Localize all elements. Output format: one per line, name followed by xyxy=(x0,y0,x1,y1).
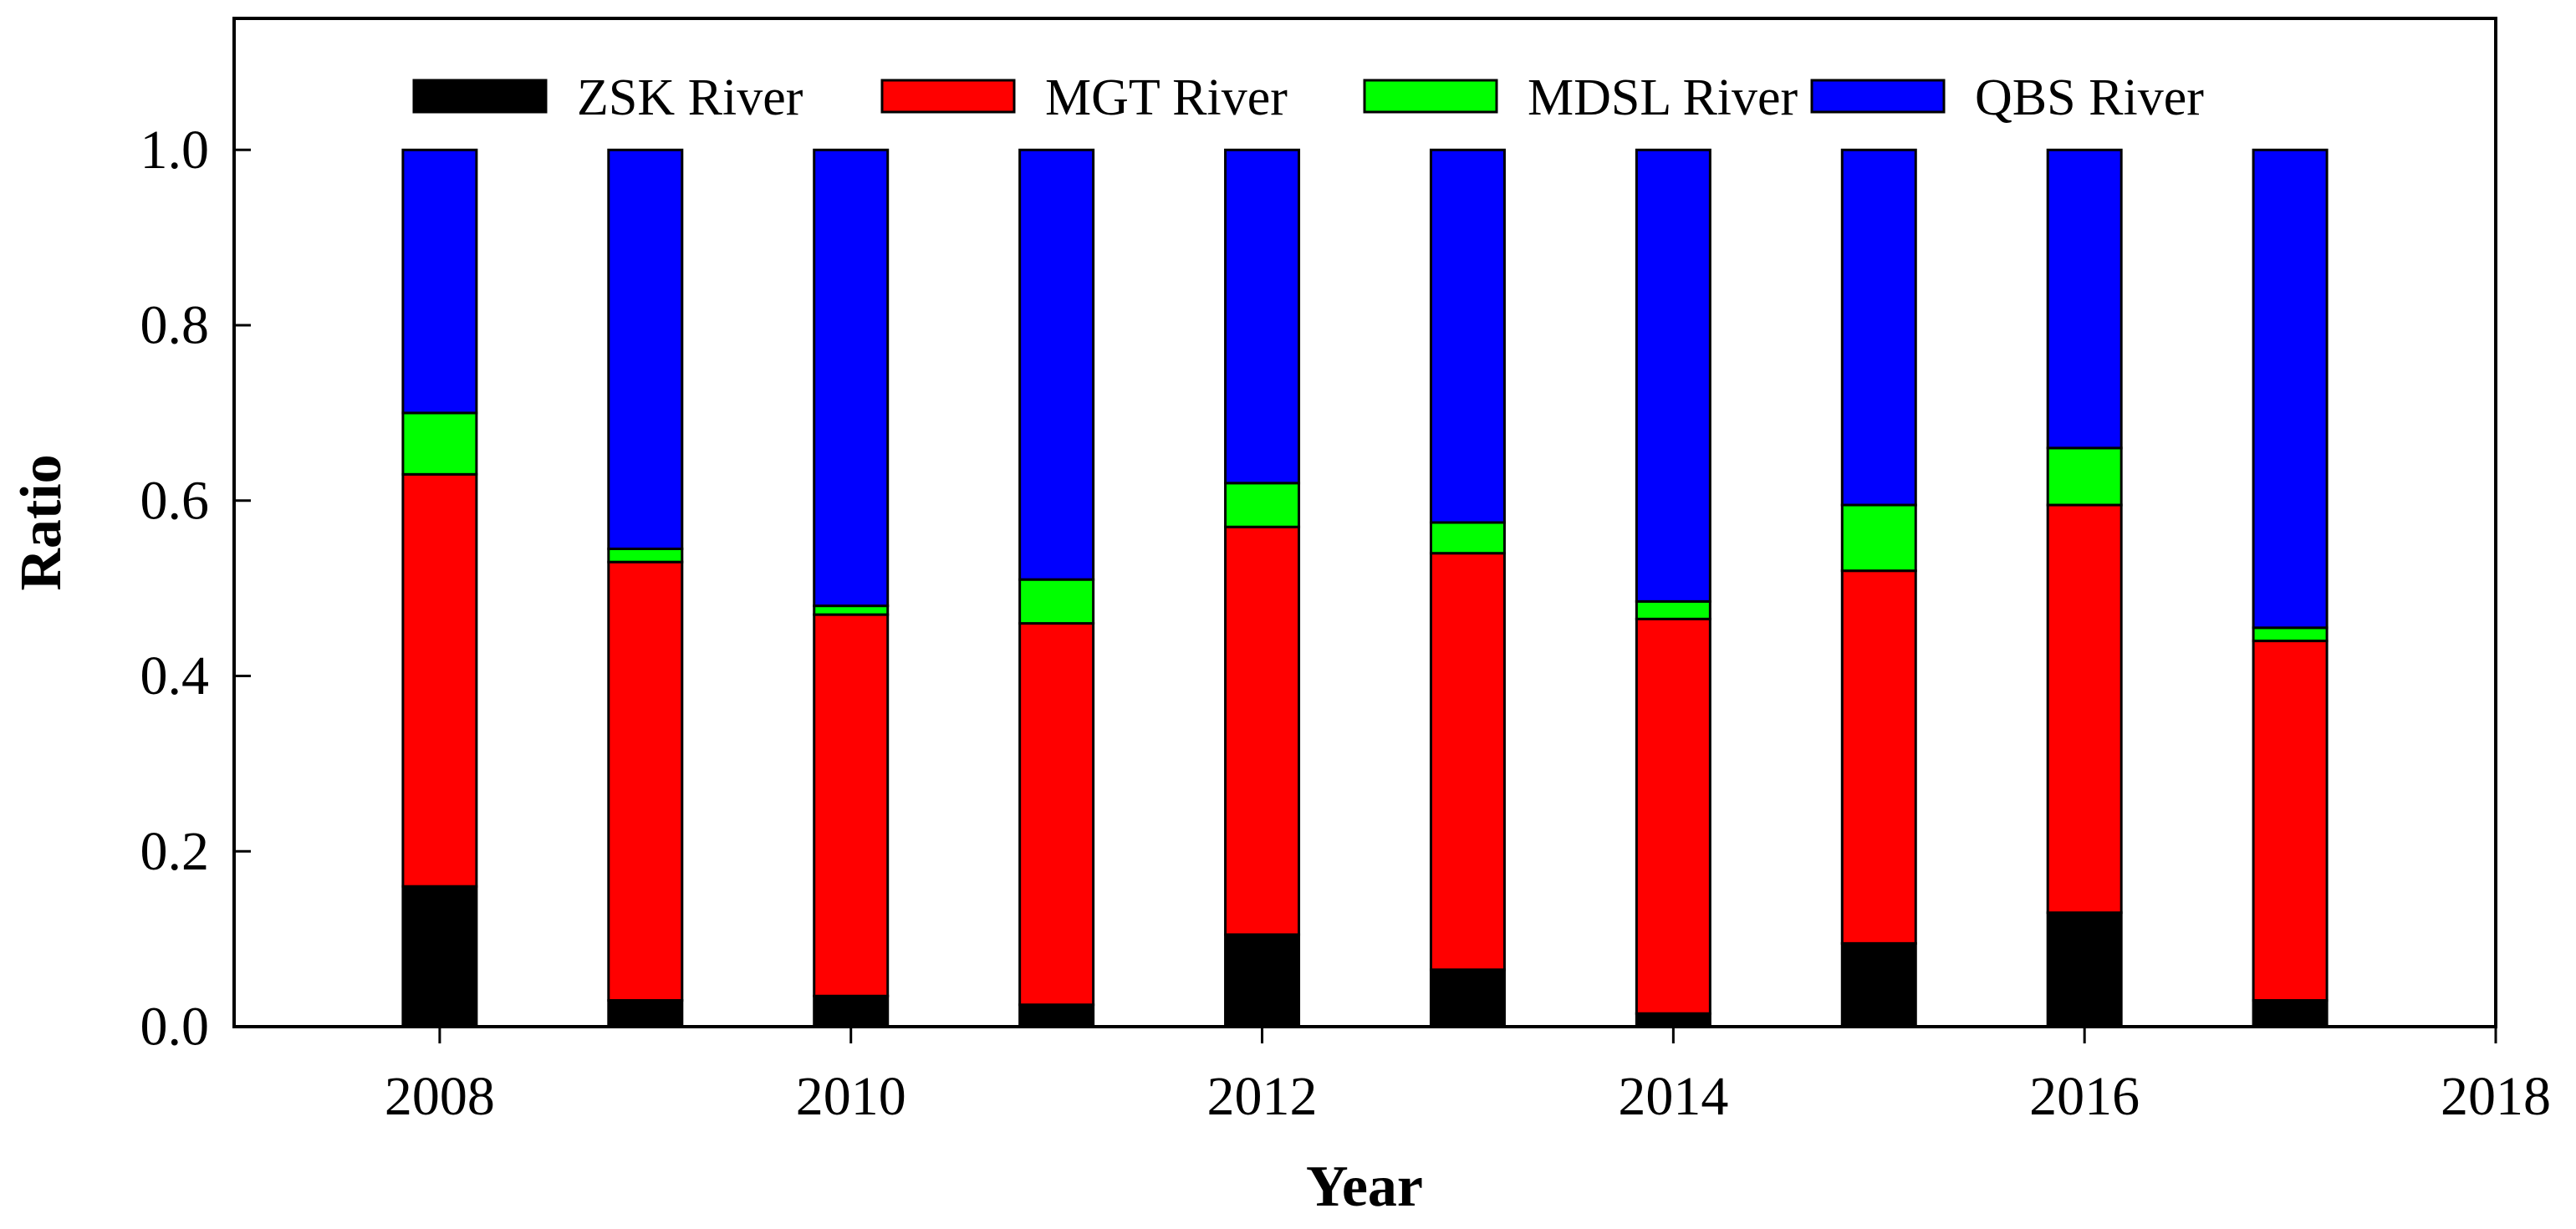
bar-segment xyxy=(1840,941,1917,1028)
legend-label: MGT River xyxy=(1045,69,1288,126)
bar-segment xyxy=(1429,148,1506,524)
bar-segment xyxy=(813,604,890,616)
bar-segment xyxy=(607,560,684,1002)
y-tick-label: 0.8 xyxy=(140,295,210,356)
x-axis-title: Year xyxy=(1306,1155,1423,1219)
legend: ZSK River MGT River MDSL River QBS River xyxy=(412,69,2204,126)
x-tick-label: 2010 xyxy=(796,1066,906,1127)
bar-segment xyxy=(1224,482,1301,528)
bar-segment xyxy=(1018,578,1095,625)
bar-segment xyxy=(1224,933,1301,1028)
bar-segment xyxy=(1018,622,1095,1007)
bar-segment xyxy=(607,547,684,564)
bar-segment xyxy=(813,148,890,608)
bar-segment xyxy=(401,885,478,1028)
legend-swatch xyxy=(1810,79,1946,114)
bar-segment xyxy=(813,613,890,997)
bar-segment xyxy=(813,994,890,1028)
y-tick-label: 1.0 xyxy=(140,120,210,181)
bar-segment xyxy=(2252,999,2329,1028)
x-axis: 2008 2010 2012 2014 2016 2018 xyxy=(385,1027,2551,1127)
bar-segment xyxy=(2046,148,2123,450)
bar-segment xyxy=(1429,968,1506,1028)
bar-segment xyxy=(607,999,684,1028)
y-axis: 0.0 0.2 0.4 0.6 0.8 1.0 xyxy=(140,120,251,1058)
x-tick-label: 2008 xyxy=(385,1066,495,1127)
bar-segment xyxy=(2046,503,2123,915)
bar-segment xyxy=(1635,148,1711,603)
legend-swatch xyxy=(1363,79,1498,114)
bar-segment xyxy=(2252,148,2329,630)
y-axis-title: Ratio xyxy=(9,454,74,590)
bar-segment xyxy=(2252,626,2329,643)
y-tick-label: 0.4 xyxy=(140,645,210,706)
bar-segment xyxy=(1840,569,1917,945)
bars-layer xyxy=(401,148,2329,1028)
bar-segment xyxy=(1224,148,1301,485)
bar-segment xyxy=(2046,911,2123,1028)
bar-segment xyxy=(1018,1003,1095,1028)
x-tick-label: 2016 xyxy=(2029,1066,2140,1127)
x-tick-label: 2012 xyxy=(1207,1066,1318,1127)
bar-segment xyxy=(401,148,478,415)
y-tick-label: 0.2 xyxy=(140,821,210,882)
bar-segment xyxy=(2252,640,2329,1002)
legend-label: ZSK River xyxy=(577,69,803,126)
bar-segment xyxy=(1429,521,1506,555)
bar-segment xyxy=(2046,446,2123,507)
bar-segment xyxy=(607,148,684,550)
bar-segment xyxy=(1840,503,1917,573)
bar-segment xyxy=(1635,599,1711,620)
bar-segment xyxy=(1429,552,1506,971)
legend-swatch xyxy=(880,79,1016,114)
bar-segment xyxy=(1224,525,1301,936)
legend-swatch xyxy=(412,79,548,114)
x-tick-label: 2014 xyxy=(1618,1066,1728,1127)
bar-segment xyxy=(1635,1012,1711,1028)
bar-segment xyxy=(1840,148,1917,507)
y-tick-label: 0.6 xyxy=(140,470,210,531)
x-tick-label: 2018 xyxy=(2441,1066,2551,1127)
legend-label: QBS River xyxy=(1975,69,2204,126)
bar-segment xyxy=(1635,617,1711,1015)
bar-segment xyxy=(401,472,478,888)
bar-segment xyxy=(1018,148,1095,581)
y-tick-label: 0.0 xyxy=(140,997,210,1058)
legend-label: MDSL River xyxy=(1528,69,1798,126)
bar-segment xyxy=(401,411,478,476)
plot-frame xyxy=(232,17,2497,1028)
